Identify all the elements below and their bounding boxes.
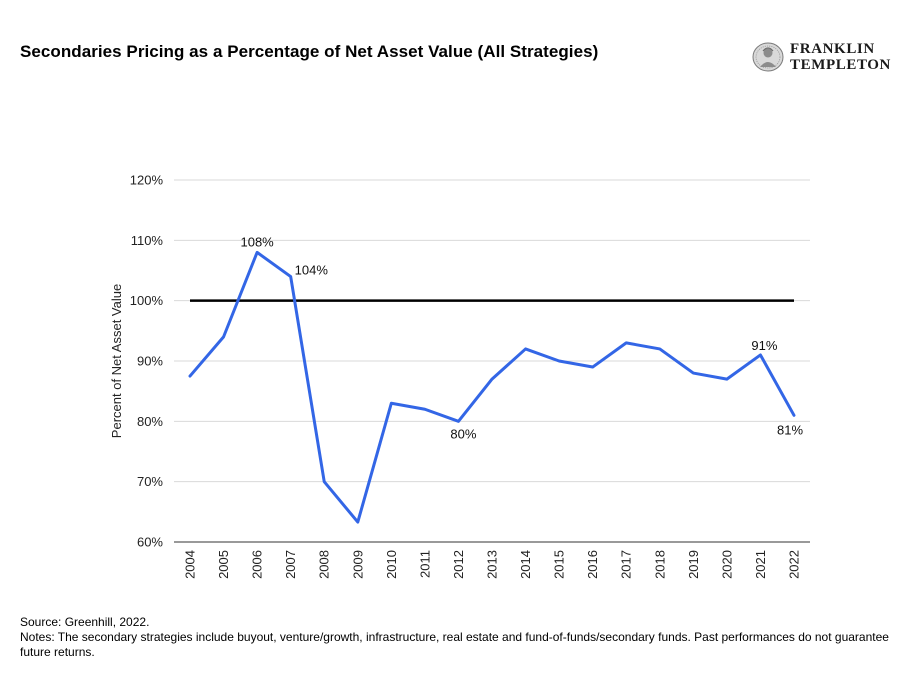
x-tick-label: 2006 [250, 550, 265, 579]
data-label: 104% [295, 263, 329, 278]
x-tick-label: 2018 [652, 550, 667, 579]
x-tick-label: 2011 [417, 550, 432, 578]
y-tick-label: 110% [131, 233, 164, 248]
franklin-templeton-logo: FRANKLIN TEMPLETON [752, 40, 902, 76]
page-title: Secondaries Pricing as a Percentage of N… [20, 42, 599, 61]
y-axis-title: Percent of Net Asset Value [109, 284, 124, 438]
x-tick-label: 2004 [183, 550, 198, 579]
y-tick-label: 80% [137, 414, 163, 429]
x-tick-label: 2013 [485, 550, 500, 579]
chart-footer: Source: Greenhill, 2022. Notes: The seco… [20, 615, 900, 660]
x-tick-label: 2012 [451, 550, 466, 579]
logo-text-templeton: TEMPLETON [790, 57, 891, 73]
x-tick-label: 2016 [585, 550, 600, 579]
x-tick-label: 2007 [283, 550, 298, 579]
y-tick-label: 90% [137, 354, 163, 369]
y-tick-label: 100% [130, 293, 164, 308]
x-tick-label: 2021 [753, 550, 768, 579]
x-tick-label: 2015 [552, 550, 567, 579]
disclaimer-note: Notes: The secondary strategies include … [20, 630, 889, 659]
data-label: 91% [751, 338, 777, 353]
x-tick-label: 2019 [686, 550, 701, 579]
franklin-portrait-icon [752, 42, 784, 72]
y-tick-label: 60% [137, 535, 163, 550]
x-tick-label: 2005 [216, 550, 231, 579]
x-tick-label: 2014 [518, 550, 533, 579]
x-tick-label: 2008 [317, 550, 332, 579]
x-tick-label: 2010 [384, 550, 399, 579]
series-line [188, 250, 796, 524]
source-note: Source: Greenhill, 2022. [20, 615, 150, 629]
y-tick-label: 120% [130, 173, 164, 188]
data-label: 108% [240, 234, 274, 249]
x-tick-label: 2009 [350, 550, 365, 579]
line-chart: 60% 70% 80% 90% 100% 110% 120% 2004 2005 2006 2007… [109, 173, 810, 579]
data-label: 81% [777, 422, 803, 437]
y-tick-label: 70% [137, 474, 163, 489]
data-label: 80% [450, 426, 476, 441]
x-tick-label: 2020 [719, 550, 734, 579]
logo-text-franklin: FRANKLIN [790, 41, 875, 57]
x-tick-label: 2022 [787, 550, 802, 579]
x-tick-label: 2017 [619, 550, 634, 579]
